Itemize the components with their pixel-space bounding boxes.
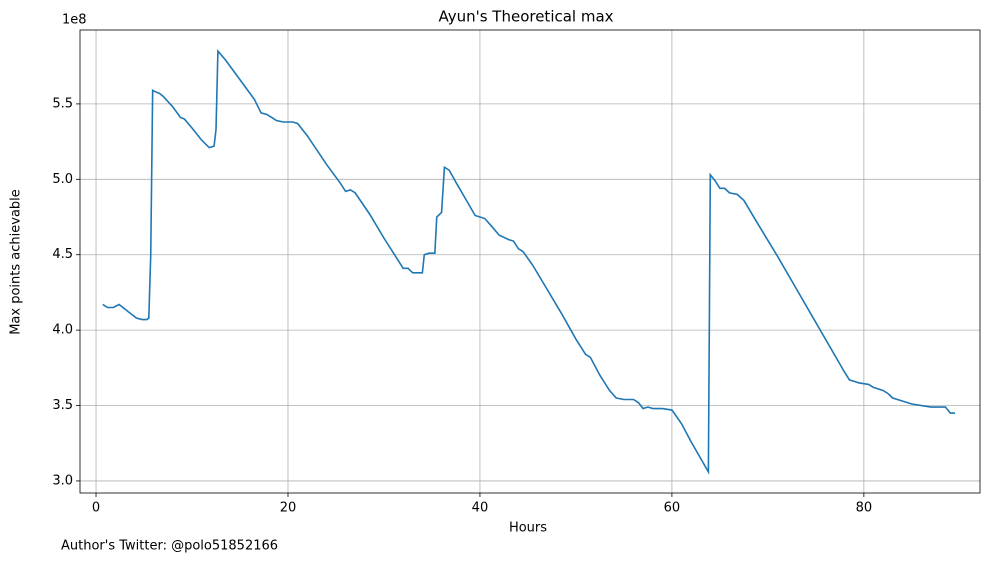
x-tick-label: 40 <box>472 501 489 516</box>
x-tick-label: 20 <box>280 501 297 516</box>
x-tick-label: 60 <box>664 501 681 516</box>
x-tick-label: 80 <box>856 501 873 516</box>
footnote: Author's Twitter: @polo51852166 <box>61 539 278 554</box>
y-tick-label: 3.0 <box>52 473 73 488</box>
x-axis-label: Hours <box>509 521 547 536</box>
y-tick-label: 4.5 <box>52 247 73 262</box>
data-line <box>102 48 956 475</box>
y-tick-label: 5.5 <box>52 96 73 111</box>
y-tick-label: 5.0 <box>52 172 73 187</box>
y-offset-label: 1e8 <box>62 13 87 28</box>
y-tick-label: 3.5 <box>52 398 73 413</box>
y-axis-label: Max points achievable <box>9 189 24 335</box>
chart-title: Ayun's Theoretical max <box>438 8 613 26</box>
plot-frame <box>79 29 981 494</box>
y-tick-label: 4.0 <box>52 323 73 338</box>
x-tick-label: 0 <box>92 501 100 516</box>
